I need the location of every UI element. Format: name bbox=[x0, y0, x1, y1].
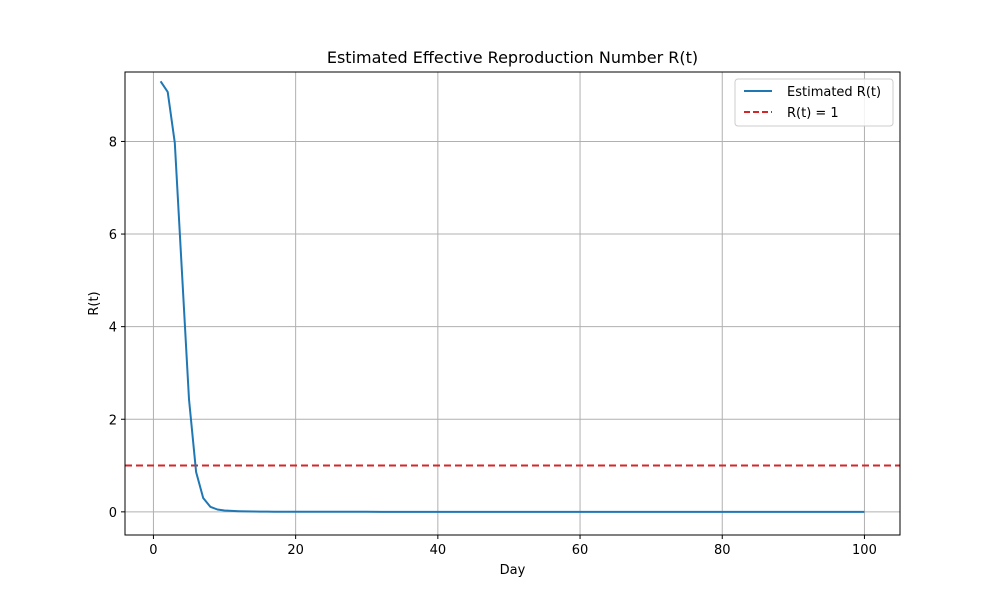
y-tick-label: 4 bbox=[109, 321, 117, 336]
x-tick-label: 0 bbox=[149, 543, 157, 558]
x-tick-label: 60 bbox=[572, 543, 589, 558]
y-tick-label: 6 bbox=[109, 228, 117, 243]
legend-label-estimated: Estimated R(t) bbox=[787, 85, 881, 100]
x-tick-label: 20 bbox=[287, 543, 304, 558]
legend-label-reference: R(t) = 1 bbox=[787, 106, 839, 121]
y-tick-label: 2 bbox=[109, 413, 117, 428]
y-axis-label: R(t) bbox=[87, 291, 102, 315]
x-axis-label: Day bbox=[500, 563, 526, 578]
legend: Estimated R(t) R(t) = 1 bbox=[735, 79, 893, 126]
x-tick-label: 40 bbox=[430, 543, 447, 558]
y-tick-label: 8 bbox=[109, 135, 117, 150]
chart-title: Estimated Effective Reproduction Number … bbox=[327, 48, 698, 67]
y-tick-label: 0 bbox=[109, 506, 117, 521]
x-tick-label: 100 bbox=[852, 543, 877, 558]
x-tick-label: 80 bbox=[714, 543, 731, 558]
